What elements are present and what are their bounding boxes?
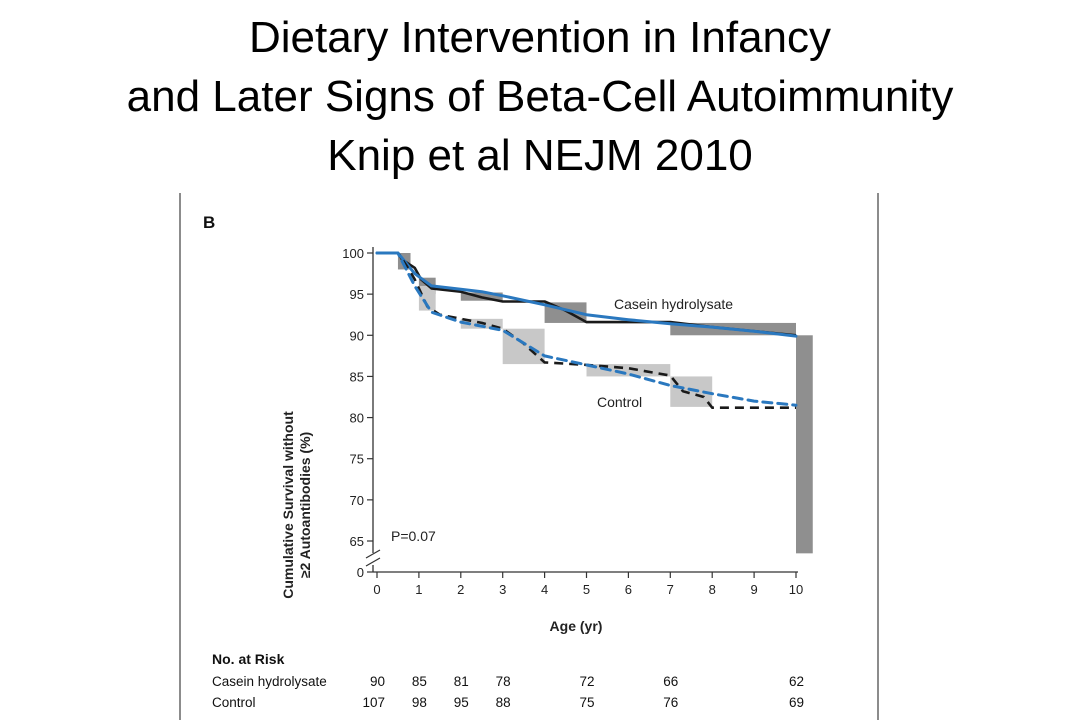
risk-value-casein: 81 (454, 674, 469, 689)
risk-value-control: 107 (362, 695, 385, 710)
risk-value-casein: 85 (412, 674, 427, 689)
model-line-control (375, 251, 798, 407)
y-axis-label-line-1: Cumulative Survival without (280, 411, 296, 599)
y-tick-label: 90 (350, 328, 364, 343)
title-line-1: Dietary Intervention in Infancy (248, 13, 832, 62)
risk-value-casein: 72 (579, 674, 594, 689)
title-line-3: Knip et al NEJM 2010 (327, 131, 753, 180)
x-tick-label: 2 (457, 582, 464, 597)
panel-label: B (203, 213, 215, 232)
y-tick-label: 80 (350, 411, 364, 426)
risk-value-casein: 66 (663, 674, 678, 689)
risk-value-casein: 90 (370, 674, 385, 689)
axis-break-mark (365, 549, 381, 559)
ci-box-control-3 (586, 364, 671, 377)
axis-break-mark (365, 557, 381, 567)
y-tick-label: 0 (357, 565, 364, 580)
series-lines (375, 251, 798, 409)
series-label-casein: Casein hydrolysate (614, 296, 733, 312)
x-axis-label: Age (yr) (550, 618, 603, 634)
risk-row-label-casein: Casein hydrolysate (212, 674, 327, 689)
y-tick-label: 85 (350, 369, 364, 384)
risk-value-control: 69 (789, 695, 804, 710)
risk-value-casein: 78 (496, 674, 511, 689)
p-value-annotation: P=0.07 (391, 528, 436, 544)
y-tick-label: 65 (350, 534, 364, 549)
y-tick-label: 75 (350, 452, 364, 467)
x-tick-label: 4 (541, 582, 548, 597)
figure-panel: B 100 95 90 85 80 75 70 65 0 0 1 2 3 4 5 6 7 8 9 10 Casein … (179, 193, 879, 720)
risk-table: No. at Risk Casein hydrolysate Control 9… (212, 651, 804, 710)
x-tick-label: 3 (499, 582, 506, 597)
slide-title: Dietary Intervention in Infancy and Late… (0, 8, 1080, 185)
risk-value-control: 95 (454, 695, 469, 710)
risk-value-control: 98 (412, 695, 427, 710)
y-tick-label: 100 (342, 246, 364, 261)
x-tick-label: 6 (625, 582, 632, 597)
x-tick-label: 7 (667, 582, 674, 597)
ci-box-casein-5 (796, 335, 813, 554)
risk-row-label-control: Control (212, 695, 256, 710)
risk-value-casein: 62 (789, 674, 804, 689)
risk-value-control: 88 (496, 695, 511, 710)
risk-value-control: 76 (663, 695, 678, 710)
y-tick-label: 95 (350, 287, 364, 302)
risk-table-header: No. at Risk (212, 651, 285, 667)
title-line-2: and Later Signs of Beta-Cell Autoimmunit… (126, 72, 954, 121)
x-tick-label: 1 (415, 582, 422, 597)
km-line-control (377, 251, 796, 409)
ci-box-control-0 (418, 285, 436, 311)
x-tick-label: 0 (373, 582, 380, 597)
y-tick-label: 70 (350, 493, 364, 508)
y-axis-label-line-2: ≥2 Autoantibodies (%) (297, 432, 313, 578)
x-tick-label: 9 (750, 582, 757, 597)
axes: 100 95 90 85 80 75 70 65 00 1 2 3 4 5 6 7 8 9 10 (342, 246, 803, 597)
x-tick-label: 5 (583, 582, 590, 597)
model-line-casein (375, 251, 798, 338)
series-label-control: Control (597, 394, 642, 410)
risk-value-control: 75 (579, 695, 594, 710)
x-tick-label: 8 (709, 582, 716, 597)
x-tick-label: 10 (789, 582, 803, 597)
